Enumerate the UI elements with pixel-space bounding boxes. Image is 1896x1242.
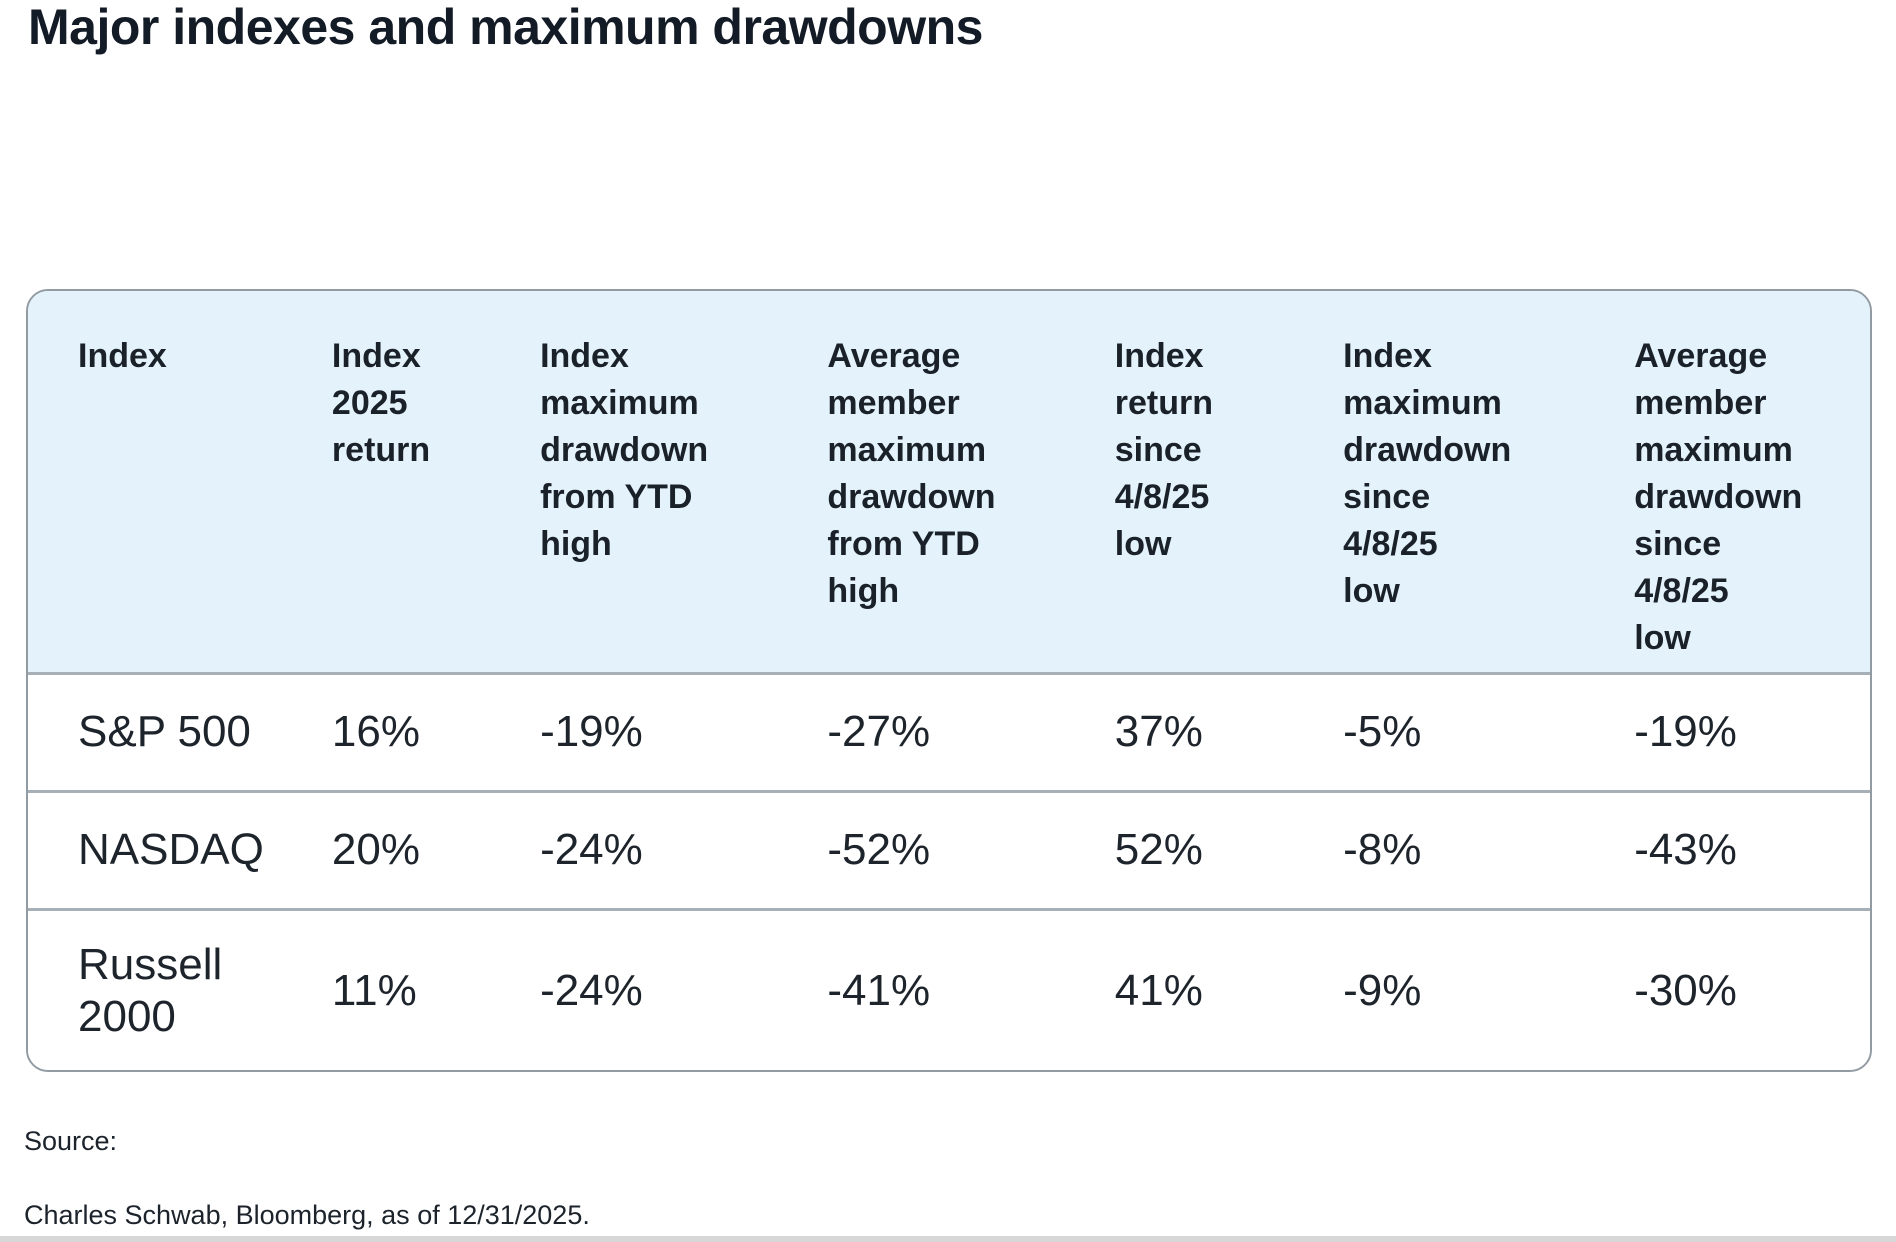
page-title: Major indexes and maximum drawdowns [28,0,983,55]
cell-value: -5% [1343,671,1635,792]
row-label: S&P 500 [28,671,332,792]
cell-value: 37% [1114,671,1344,792]
column-header-index-return-since-low: Index return since 4/8/25 low [1114,291,1344,673]
column-header-avg-member-max-drawdown-ytd: Average member maximum drawdown from YTD… [827,291,1115,673]
table-row-nasdaq: NASDAQ 20% -24% -52% 52% -8% -43% [28,789,1870,910]
cell-value: 52% [1114,789,1344,910]
header-row: Index Index 2025 return Index maximum dr… [28,291,1870,673]
column-header-index-max-drawdown-since-low: Index maximum drawdown since 4/8/25 low [1343,291,1635,673]
cell-value: -24% [540,908,828,1070]
cell-value: -8% [1343,789,1635,910]
drawdowns-table-container: Index Index 2025 return Index maximum dr… [26,289,1872,1072]
source-text: Charles Schwab, Bloomberg, as of 12/31/2… [24,1200,590,1230]
column-header-index: Index [28,291,332,673]
cell-value: -41% [827,908,1115,1070]
column-header-avg-member-max-drawdown-since-low: Average member maximum drawdown since 4/… [1634,291,1870,673]
cell-value: -43% [1634,789,1870,910]
cell-value: -24% [540,789,828,910]
table-row-sp500: S&P 500 16% -19% -27% 37% -5% -19% [28,671,1870,792]
cell-value: 41% [1114,908,1344,1070]
cell-value: 16% [331,671,541,792]
table-header: Index Index 2025 return Index maximum dr… [28,291,1870,673]
bottom-divider [0,1236,1896,1242]
table-body: S&P 500 16% -19% -27% 37% -5% -19% NASDA… [28,671,1870,1070]
cell-value: -52% [827,789,1115,910]
cell-value: 11% [331,908,541,1070]
cell-value: -9% [1343,908,1635,1070]
drawdowns-table: Index Index 2025 return Index maximum dr… [28,291,1870,1070]
table-row-russell2000: Russell 2000 11% -24% -41% 41% -9% -30% [28,908,1870,1070]
cell-value: -27% [827,671,1115,792]
cell-value: -19% [540,671,828,792]
source-label: Source: [24,1126,118,1156]
row-label: NASDAQ [28,789,332,910]
cell-value: -19% [1634,671,1870,792]
column-header-index-2025-return: Index 2025 return [331,291,541,673]
cell-value: 20% [331,789,541,910]
row-label: Russell 2000 [28,908,332,1070]
cell-value: -30% [1634,908,1870,1070]
column-header-index-max-drawdown-ytd: Index maximum drawdown from YTD high [540,291,828,673]
